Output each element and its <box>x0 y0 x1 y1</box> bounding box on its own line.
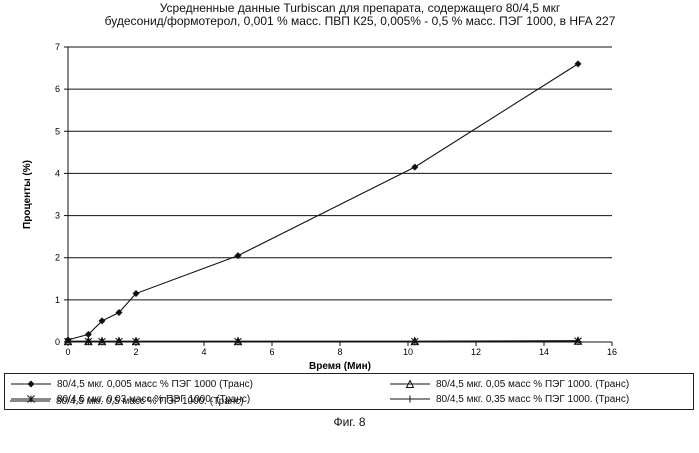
legend-item-3: 80/4,5 мкг. 0,35 масс % ПЭГ 1000. (Транс… <box>390 392 629 406</box>
y-tick-label-1: 1 <box>55 295 60 305</box>
x-tick-label-2: 4 <box>201 347 206 357</box>
legend-label-1: 80/4,5 мкг. 0,05 масс % ПЭГ 1000. (Транс… <box>436 379 629 390</box>
legend-label-0: 80/4,5 мкг. 0,005 масс % ПЭГ 1000 (Транс… <box>57 379 253 390</box>
figure-caption: Фиг. 8 <box>0 415 699 429</box>
legend-point-3 <box>407 396 414 403</box>
series-0 <box>65 60 582 343</box>
x-tick-label-8: 16 <box>607 347 617 357</box>
x-tick-label-6: 12 <box>471 347 481 357</box>
legend-item-0: 80/4,5 мкг. 0,005 масс % ПЭГ 1000 (Транс… <box>11 377 253 391</box>
line-chart: 012345670246810121416Время (Мин)Проценты… <box>0 0 699 372</box>
series-line-0 <box>68 64 578 340</box>
y-axis-label: Проценты (%) <box>22 160 33 229</box>
legend-marker-4 <box>10 395 50 407</box>
x-axis-label: Время (Мин) <box>309 361 371 372</box>
legend-marker-0 <box>11 378 51 390</box>
y-tick-label-5: 5 <box>55 126 60 136</box>
x-tick-label-4: 8 <box>337 347 342 357</box>
x-tick-label-0: 0 <box>65 347 70 357</box>
y-tick-label-2: 2 <box>55 253 60 263</box>
x-tick-label-1: 2 <box>133 347 138 357</box>
x-tick-label-5: 10 <box>403 347 413 357</box>
legend-item-4: 80/4,5 мкг. 0,5 масс % ПЭГ 1000. (Транс) <box>10 394 244 408</box>
legend-label-3: 80/4,5 мкг. 0,35 масс % ПЭГ 1000. (Транс… <box>436 394 629 405</box>
legend-item-1: 80/4,5 мкг. 0,05 масс % ПЭГ 1000. (Транс… <box>390 377 629 391</box>
y-tick-label-4: 4 <box>55 168 60 178</box>
series-0-point-7 <box>575 60 582 67</box>
series-0-point-6 <box>411 164 418 171</box>
legend-marker-1 <box>390 378 430 390</box>
y-tick-label-3: 3 <box>55 211 60 221</box>
legend-point-0 <box>28 381 35 388</box>
legend-marker-3 <box>390 393 430 405</box>
y-tick-label-7: 7 <box>55 42 60 52</box>
legend-label-4: 80/4,5 мкг. 0,5 масс % ПЭГ 1000. (Транс) <box>56 396 244 407</box>
x-tick-label-3: 6 <box>269 347 274 357</box>
x-tick-label-7: 14 <box>539 347 549 357</box>
y-tick-label-6: 6 <box>55 84 60 94</box>
y-tick-label-0: 0 <box>55 337 60 347</box>
